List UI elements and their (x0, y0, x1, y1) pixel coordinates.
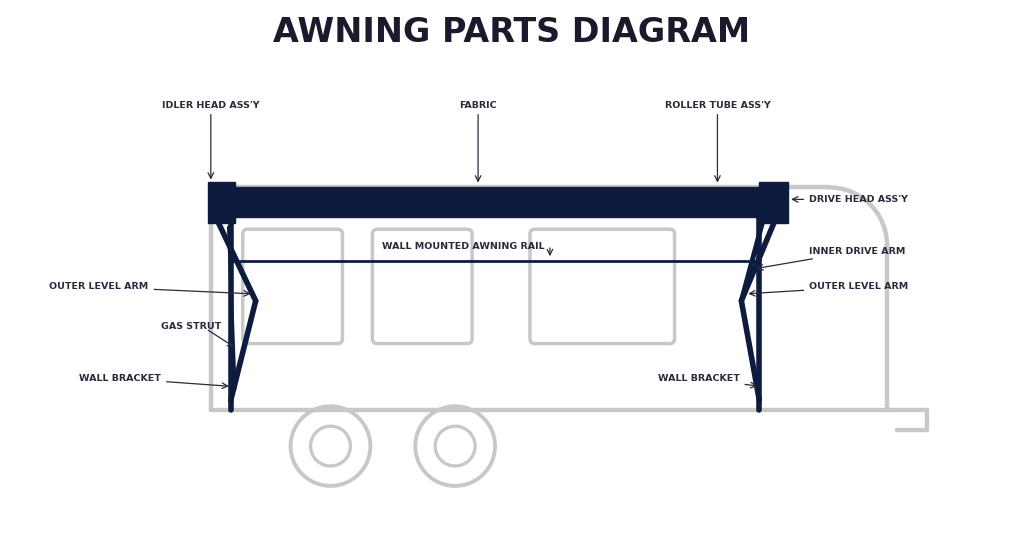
Text: FABRIC: FABRIC (460, 101, 497, 110)
Text: GAS STRUT: GAS STRUT (161, 322, 221, 331)
Text: DRIVE HEAD ASS'Y: DRIVE HEAD ASS'Y (793, 195, 908, 204)
Text: WALL BRACKET: WALL BRACKET (657, 374, 756, 388)
Text: OUTER LEVEL ARM: OUTER LEVEL ARM (49, 282, 250, 296)
Text: IDLER HEAD ASS'Y: IDLER HEAD ASS'Y (162, 101, 259, 110)
Text: WALL MOUNTED AWNING RAIL: WALL MOUNTED AWNING RAIL (382, 241, 545, 251)
Polygon shape (760, 182, 788, 223)
Polygon shape (208, 182, 234, 223)
Text: ROLLER TUBE ASS'Y: ROLLER TUBE ASS'Y (665, 101, 770, 110)
Polygon shape (230, 188, 763, 217)
Text: INNER DRIVE ARM: INNER DRIVE ARM (758, 247, 905, 270)
Text: AWNING PARTS DIAGRAM: AWNING PARTS DIAGRAM (273, 16, 751, 49)
Text: OUTER LEVEL ARM: OUTER LEVEL ARM (750, 282, 908, 296)
Text: WALL BRACKET: WALL BRACKET (79, 374, 227, 389)
